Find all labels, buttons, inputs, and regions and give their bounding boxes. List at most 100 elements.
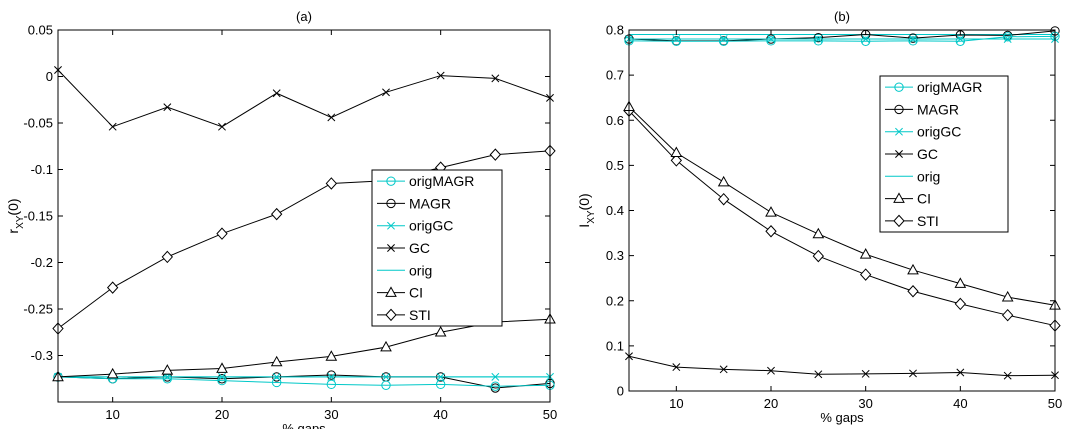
series-line-GC <box>57 69 551 128</box>
legend-item-MAGR: MAGR <box>377 195 451 211</box>
x-tick-label: 50 <box>543 407 557 422</box>
y-tick-label: 0 <box>617 384 624 399</box>
y-axis-label-suffix: (0) <box>576 193 592 210</box>
data-point-origMAGR <box>490 381 501 391</box>
legend-label: orig <box>917 168 940 184</box>
data-point-origGC <box>672 35 681 43</box>
legend-label: GC <box>917 146 938 162</box>
legend-marker <box>385 308 397 322</box>
data-point-CI <box>1001 290 1014 302</box>
chart-panel-b: 10 20 30 40 50 0 0.1 0.2 0.3 0.4 0.5 0.6 0.7 0.8 (b) % … <box>576 9 1062 425</box>
legend-label: GC <box>409 240 430 256</box>
series-line-CI <box>57 318 551 378</box>
y-axis-label-main: r <box>5 229 21 234</box>
y-tick-label: -0.3 <box>31 348 53 363</box>
y-tick-label: 0 <box>46 69 53 84</box>
data-point-origGC <box>956 35 965 43</box>
legend-marker <box>893 214 905 228</box>
legend-label: MAGR <box>917 101 959 117</box>
legend-marker <box>895 150 903 158</box>
data-point-origMAGR <box>908 36 918 46</box>
series-line-CI <box>628 106 1056 306</box>
data-point-STI <box>1001 308 1014 322</box>
legend-marker <box>893 192 905 203</box>
data-point-CI <box>907 263 919 275</box>
legend-item-CI: CI <box>377 285 423 301</box>
legend: origMAGR MAGR origGC GC orig CI STI <box>371 169 503 327</box>
legend-label: origMAGR <box>409 173 474 189</box>
legend-marker <box>386 198 396 209</box>
data-point-origGC <box>814 35 823 43</box>
data-point-origMAGR <box>813 36 824 46</box>
legend-item-CI: CI <box>885 191 931 207</box>
y-tick-label: 0.05 <box>28 23 53 38</box>
data-point-STI <box>812 249 825 263</box>
data-point-CI <box>106 367 119 379</box>
legend-item-STI: STI <box>377 307 431 323</box>
data-point-origGC <box>1003 35 1012 43</box>
legend-item-STI: STI <box>885 213 939 229</box>
x-axis-label: % gaps <box>820 410 864 425</box>
data-point-STI <box>717 192 730 206</box>
data-point-origGC <box>861 35 870 43</box>
data-point-CI <box>670 146 683 158</box>
data-point-GC <box>861 369 870 378</box>
y-tick-label: 0.4 <box>606 203 624 218</box>
data-point-origMAGR <box>671 36 682 46</box>
series-line-GC <box>628 355 1056 377</box>
data-point-origGC <box>218 372 226 381</box>
legend-item-origGC: origGC <box>885 124 961 140</box>
data-point-GC <box>909 369 917 378</box>
y-axis-label: IXY(0) <box>576 193 597 227</box>
legend-label: STI <box>409 307 431 323</box>
legend-item-orig: orig <box>377 262 432 278</box>
legend-item-GC: GC <box>377 240 430 256</box>
legend-label: STI <box>917 213 939 229</box>
x-tick-label: 40 <box>433 407 447 422</box>
x-tick-label: 10 <box>105 407 119 422</box>
data-point-GC <box>491 74 500 83</box>
series-line-origMAGR <box>57 376 551 387</box>
data-point-GC <box>327 113 336 122</box>
y-tick-label: 0.5 <box>606 158 624 173</box>
data-point-STI <box>270 207 283 221</box>
data-point-STI <box>954 297 967 311</box>
data-point-origMAGR <box>326 379 337 390</box>
y-axis-label-subscript: XY <box>586 210 597 224</box>
legend-marker <box>387 221 395 230</box>
x-tick-label: 50 <box>1048 396 1062 411</box>
data-point-GC <box>1003 371 1012 380</box>
data-point-MAGR <box>326 370 337 380</box>
legend-marker <box>386 176 396 186</box>
data-point-origMAGR <box>1002 32 1013 42</box>
data-point-CI <box>270 355 283 367</box>
data-point-GC <box>719 365 728 374</box>
data-point-CI <box>954 277 967 288</box>
chart-panel-a: 10 20 30 40 50 -0.3 -0.25 -0.2 -0.15 -0.1 -0.05 0 0.… <box>5 9 557 429</box>
data-point-GC <box>163 103 172 112</box>
data-point-STI <box>161 250 174 264</box>
legend-item-GC: GC <box>885 146 938 162</box>
legend-label: CI <box>917 191 931 207</box>
data-point-origGC <box>436 372 445 381</box>
data-point-CI <box>812 227 825 239</box>
data-point-GC <box>108 122 117 131</box>
legend-item-origMAGR: origMAGR <box>885 79 982 95</box>
x-tick-label: 30 <box>324 407 338 422</box>
data-point-CI <box>859 248 872 259</box>
legend-label: origGC <box>409 218 453 234</box>
y-axis-label-suffix: (0) <box>5 198 21 215</box>
y-tick-label: 0.1 <box>606 338 624 353</box>
legend-marker <box>385 286 397 297</box>
data-point-MAGR <box>908 33 918 43</box>
data-point-origGC <box>272 372 281 381</box>
data-point-STI <box>106 281 119 294</box>
y-tick-label: 0.8 <box>606 23 624 38</box>
data-point-CI <box>380 340 392 352</box>
y-tick-label: 0.7 <box>606 68 624 83</box>
y-tick-label: 0.3 <box>606 248 624 263</box>
data-point-origMAGR <box>766 36 776 46</box>
data-point-GC <box>218 122 226 131</box>
data-point-origMAGR <box>435 379 446 390</box>
